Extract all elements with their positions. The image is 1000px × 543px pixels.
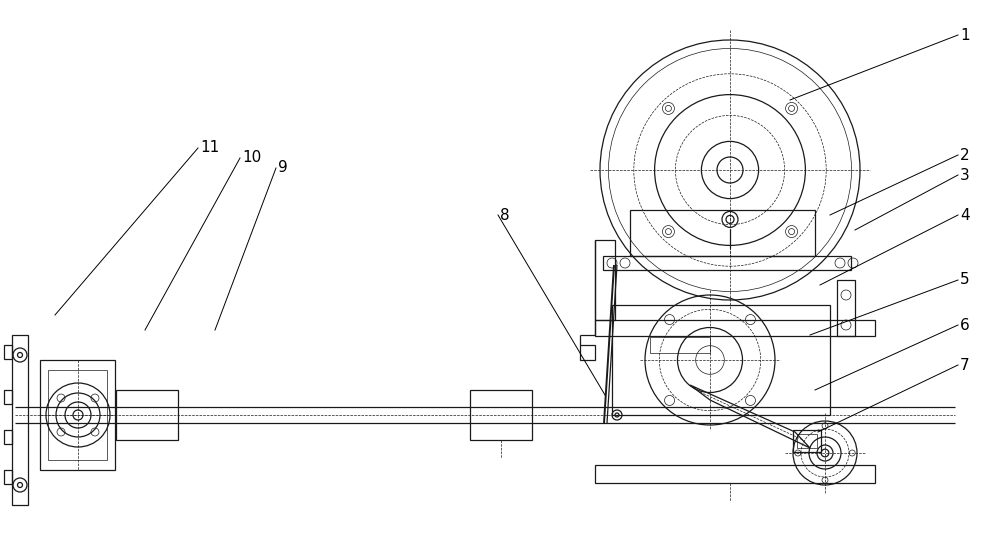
Bar	[4, 430, 12, 444]
Bar	[797, 434, 817, 448]
Bar	[4, 345, 12, 359]
Bar	[116, 390, 178, 440]
Bar	[603, 256, 851, 270]
Text: 10: 10	[242, 150, 261, 166]
Bar	[40, 360, 115, 470]
Bar	[12, 335, 28, 505]
Bar	[580, 345, 595, 360]
Text: 4: 4	[960, 207, 970, 223]
Bar	[612, 305, 830, 415]
Bar	[470, 390, 532, 440]
Text: 1: 1	[960, 28, 970, 42]
Text: 8: 8	[500, 207, 510, 223]
Bar	[595, 240, 615, 320]
Bar	[793, 430, 821, 452]
Text: 2: 2	[960, 148, 970, 162]
Text: 11: 11	[200, 141, 219, 155]
Text: 9: 9	[278, 161, 288, 175]
Bar	[595, 465, 875, 483]
Bar	[650, 337, 710, 353]
Bar	[837, 280, 855, 336]
Bar	[4, 390, 12, 404]
Bar	[595, 320, 875, 336]
Bar	[4, 470, 12, 484]
Bar	[630, 210, 815, 256]
Text: 7: 7	[960, 357, 970, 372]
Text: 5: 5	[960, 273, 970, 287]
Bar	[48, 370, 107, 460]
Text: 6: 6	[960, 318, 970, 332]
Text: 3: 3	[960, 167, 970, 182]
